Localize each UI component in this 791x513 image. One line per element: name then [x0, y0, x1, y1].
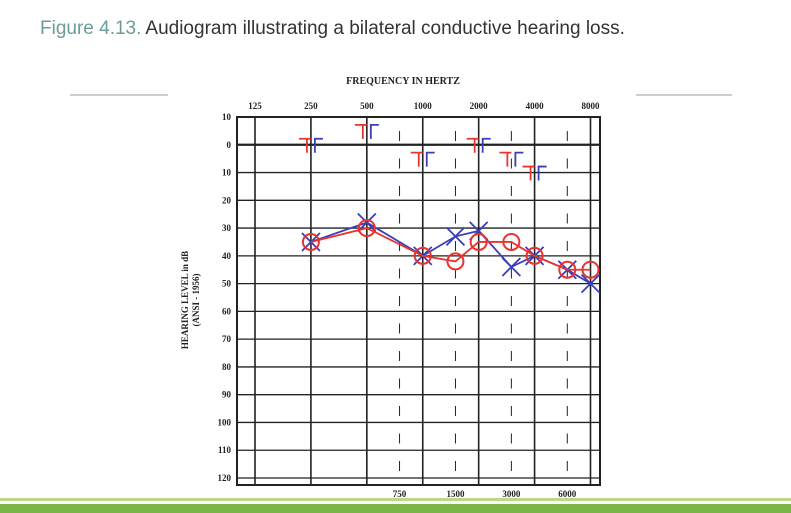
marker-bracket	[425, 151, 435, 167]
marker-circle	[525, 246, 544, 265]
y-tick-label: 40	[222, 251, 232, 261]
y-tick-label: 110	[218, 445, 232, 455]
data-point	[354, 123, 367, 139]
data-point	[314, 137, 323, 153]
marker-circle	[446, 252, 465, 271]
marker-stroke	[357, 212, 377, 233]
data-point	[558, 260, 577, 279]
data-point	[425, 151, 435, 167]
marker-bracket	[314, 137, 323, 153]
data-point	[514, 151, 524, 167]
x-tick-label: 2000	[470, 101, 489, 111]
marker-circle	[413, 246, 432, 265]
y-tick-label: 20	[222, 195, 232, 205]
marker-bracket	[514, 151, 524, 167]
marker-circle	[469, 232, 488, 251]
data-point	[369, 123, 379, 139]
y-tick-label: 10	[222, 112, 232, 122]
marker-stroke	[580, 273, 601, 294]
marker-stroke	[501, 257, 522, 277]
marker-circle	[502, 232, 521, 251]
y-tick-label: 80	[222, 362, 232, 372]
y-axis-label: (ANSI - 1956)	[191, 273, 201, 326]
chart-title: FREQUENCY IN HERTZ	[346, 76, 460, 87]
data-point	[481, 137, 491, 153]
marker-circle	[581, 260, 600, 279]
x-tick-label: 125	[248, 101, 262, 111]
data-point	[357, 219, 376, 238]
y-axis-label: HEARING LEVEL in dB	[180, 251, 190, 349]
data-point	[499, 151, 512, 167]
data-point	[357, 212, 377, 233]
footer-bar	[0, 504, 791, 513]
data-point	[298, 137, 311, 153]
marker-bracket	[537, 165, 547, 181]
marker-bracket	[410, 151, 423, 167]
marker-circle	[357, 219, 376, 238]
marker-stroke	[445, 226, 466, 247]
marker-circle	[301, 232, 320, 251]
data-point	[413, 246, 432, 265]
data-point	[301, 232, 320, 251]
x-tick-label: 8000	[581, 101, 600, 111]
marker-bracket	[522, 165, 535, 181]
x-tick-label: 500	[360, 101, 374, 111]
y-tick-label: 60	[222, 306, 232, 316]
x-tick-label: 250	[304, 101, 318, 111]
y-tick-label: 10	[222, 168, 232, 178]
data-point	[525, 246, 544, 265]
marker-bracket	[369, 123, 379, 139]
data-point	[581, 260, 600, 279]
data-point	[466, 137, 479, 153]
data-point	[580, 273, 601, 294]
marker-circle	[558, 260, 577, 279]
x-tick-label-bottom: 1500	[446, 489, 465, 499]
data-point	[522, 165, 535, 181]
y-tick-label: 50	[222, 279, 232, 289]
y-tick-label: 90	[222, 390, 232, 400]
data-point	[445, 226, 466, 247]
caption-text: Audiogram illustrating a bilateral condu…	[145, 18, 624, 39]
marker-bracket	[481, 137, 491, 153]
data-point	[502, 232, 521, 251]
y-tick-label: 100	[218, 417, 232, 427]
series-line	[310, 227, 591, 271]
data-point	[469, 232, 488, 251]
x-tick-label: 1000	[414, 101, 433, 111]
x-tick-label-bottom: 750	[393, 489, 407, 499]
caption-label: Figure 4.13. Audiogram illustrating a bil…	[40, 18, 625, 39]
data-point	[410, 151, 423, 167]
y-tick-label: 70	[222, 334, 232, 344]
figure-number: Figure 4.13.	[40, 18, 141, 39]
y-tick-label: 0	[227, 140, 232, 150]
data-point	[537, 165, 547, 181]
footer-line	[0, 498, 791, 501]
x-tick-label-bottom: 3000	[502, 489, 521, 499]
data-point	[501, 257, 522, 277]
x-tick-label: 4000	[526, 101, 545, 111]
marker-bracket	[499, 151, 512, 167]
data-point	[446, 252, 465, 271]
y-tick-label: 120	[218, 473, 232, 483]
marker-bracket	[466, 137, 479, 153]
y-tick-label: 30	[222, 223, 232, 233]
x-tick-label-bottom: 6000	[558, 489, 577, 499]
marker-bracket	[298, 137, 311, 153]
marker-bracket	[354, 123, 367, 139]
